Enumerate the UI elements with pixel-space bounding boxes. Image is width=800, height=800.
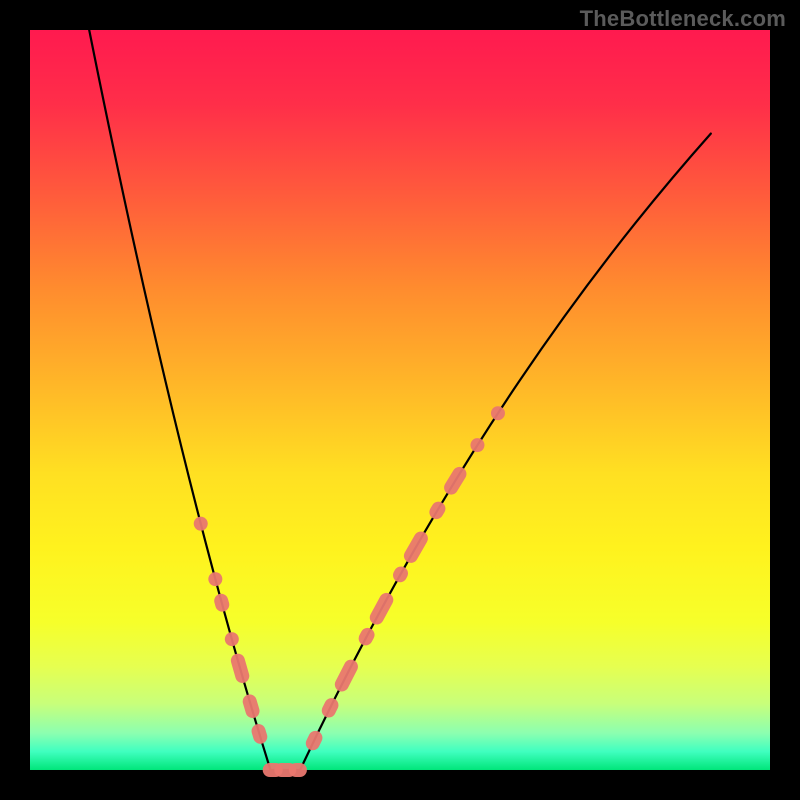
attribution-text: TheBottleneck.com — [580, 6, 786, 32]
figure-root: TheBottleneck.com — [0, 0, 800, 800]
chart-svg — [0, 0, 800, 800]
plot-background — [30, 30, 770, 770]
curve-marker — [289, 763, 307, 777]
